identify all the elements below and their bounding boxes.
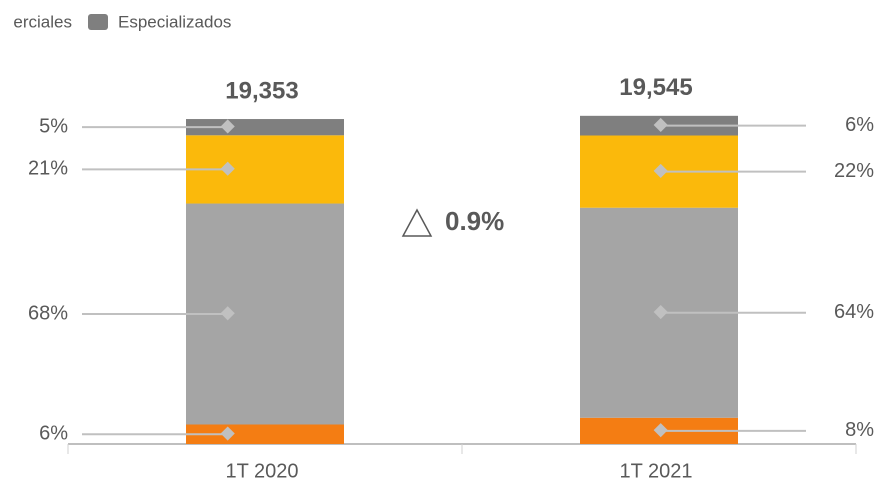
data-label: 5% — [39, 115, 68, 137]
leader-marker — [653, 163, 668, 178]
data-label: 8% — [845, 419, 874, 441]
leader-marker — [653, 117, 668, 133]
leader-marker — [220, 161, 235, 176]
total-label: 19,353 — [225, 77, 298, 104]
leader-marker — [220, 306, 235, 321]
leader-marker — [220, 426, 235, 441]
data-label: 68% — [28, 302, 68, 324]
x-tick-label: 1T 2020 — [225, 460, 298, 482]
leader-marker — [220, 119, 235, 134]
legend-label: Especializados — [118, 12, 231, 31]
data-label: 64% — [834, 301, 874, 323]
leader-marker — [653, 423, 668, 438]
x-tick-label: 1T 2021 — [619, 460, 692, 482]
delta-annotation: 0.9% — [445, 206, 504, 236]
delta-triangle — [401, 208, 433, 237]
total-label: 19,545 — [619, 74, 692, 101]
data-label: 6% — [845, 114, 874, 136]
legend-swatch — [88, 14, 108, 30]
leader-marker — [653, 304, 668, 320]
legend-label: erciales — [13, 12, 72, 31]
data-label: 22% — [834, 160, 874, 182]
data-label: 21% — [28, 158, 68, 180]
data-label: 6% — [39, 423, 68, 445]
